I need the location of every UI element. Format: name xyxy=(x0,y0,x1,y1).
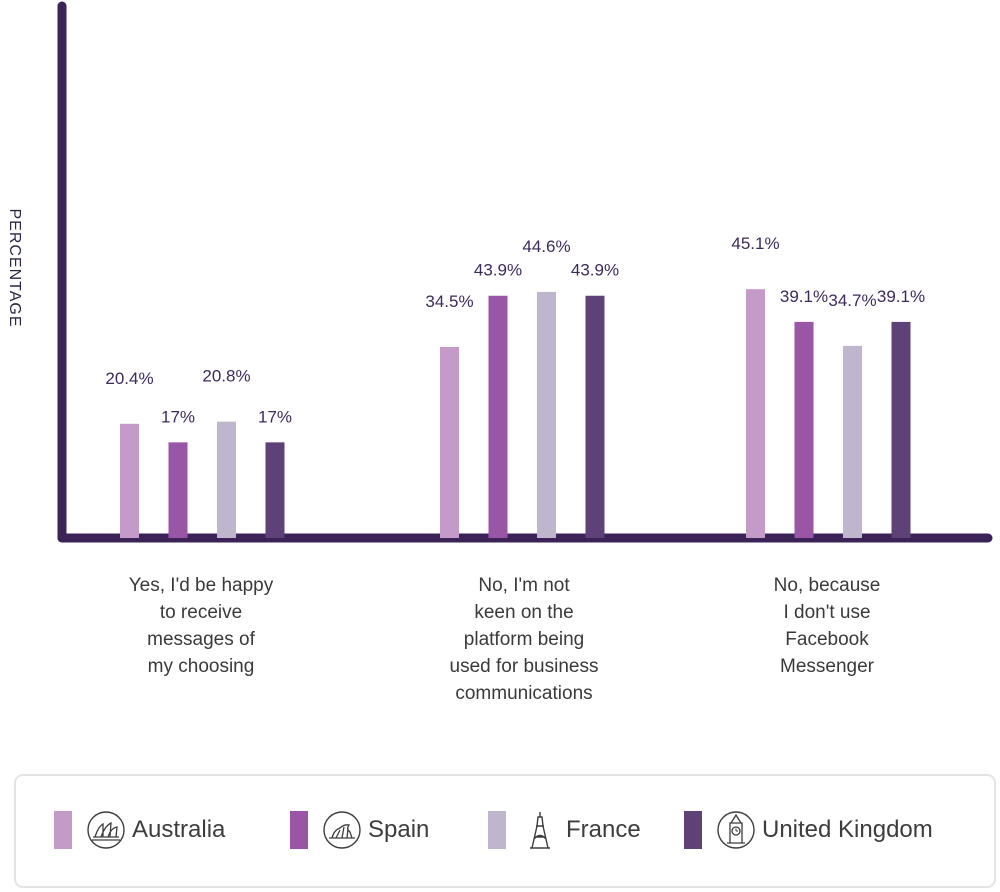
guggenheim-museum-icon xyxy=(323,811,361,849)
bar xyxy=(488,295,508,538)
bar xyxy=(843,345,862,538)
legend-label: Spain xyxy=(368,816,430,843)
bar-value-label: 34.5% xyxy=(425,292,473,311)
x-category-label: No, I'm not keen on the platform being u… xyxy=(449,575,599,704)
x-category-label: No, because I don't use Facebook Messeng… xyxy=(773,575,881,677)
legend-label: Australia xyxy=(132,816,226,843)
eiffel-tower-icon xyxy=(530,812,550,849)
legend-label: France xyxy=(566,816,641,843)
x-category-label: Yes, I'd be happy to receive messages of… xyxy=(128,575,274,677)
legend-item-united-kingdom: United Kingdom xyxy=(684,808,933,852)
bar-value-label: 45.1% xyxy=(731,234,779,253)
legend-item-australia: Australia xyxy=(54,808,225,852)
chart-axes xyxy=(57,1,993,543)
bar xyxy=(537,291,556,538)
bar-value-label: 43.9% xyxy=(571,261,619,280)
sydney-opera-house-icon xyxy=(87,811,125,849)
bar xyxy=(120,423,139,538)
legend-swatch xyxy=(290,811,308,849)
bar xyxy=(585,295,605,538)
bar xyxy=(265,442,285,538)
bar-value-label: 17% xyxy=(258,407,292,426)
y-axis-label: PERCENTAGE xyxy=(6,208,23,328)
bar-value-label: 34.7% xyxy=(828,291,876,310)
legend-item-spain: Spain xyxy=(290,808,429,852)
bar-value-label: 39.1% xyxy=(780,287,828,306)
bar xyxy=(746,289,765,538)
bar-value-label: 17% xyxy=(161,407,195,426)
legend-swatch xyxy=(488,811,506,849)
bar xyxy=(440,346,459,538)
bar xyxy=(891,321,911,538)
legend-item-france: France xyxy=(488,808,641,852)
legend-swatch xyxy=(54,811,72,849)
bar xyxy=(217,421,236,538)
chart-bars xyxy=(120,289,911,538)
bar-value-label: 44.6% xyxy=(522,237,570,256)
bar-value-label: 39.1% xyxy=(877,287,925,306)
legend-swatch xyxy=(684,811,702,849)
chart-legend: Australia Spain France United Kingdom xyxy=(14,774,996,888)
legend-label: United Kingdom xyxy=(762,816,933,843)
bar-value-label: 20.4% xyxy=(105,369,153,388)
bar xyxy=(794,321,814,538)
bar xyxy=(168,442,188,538)
bar-value-label: 43.9% xyxy=(474,261,522,280)
big-ben-icon xyxy=(717,811,755,849)
bar-value-label: 20.8% xyxy=(202,367,250,386)
chart-value-labels: 20.4%17%20.8%17%34.5%43.9%44.6%43.9%45.1… xyxy=(105,234,925,426)
